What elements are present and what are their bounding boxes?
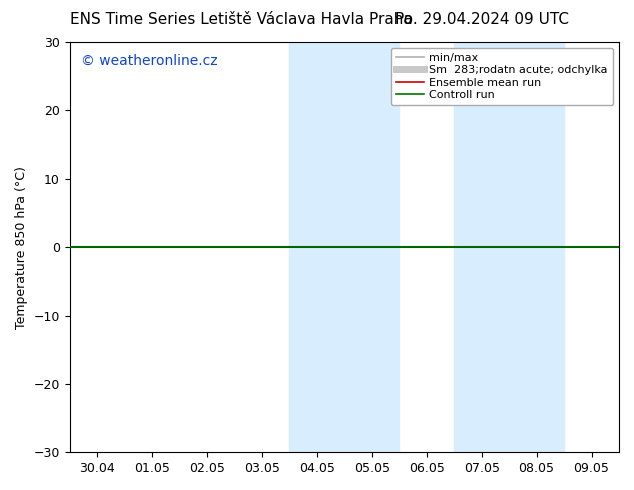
Text: ENS Time Series Letiště Václava Havla Praha: ENS Time Series Letiště Václava Havla Pr…: [70, 12, 412, 27]
Y-axis label: Temperature 850 hPa (°C): Temperature 850 hPa (°C): [15, 166, 28, 329]
Text: Po. 29.04.2024 09 UTC: Po. 29.04.2024 09 UTC: [395, 12, 569, 27]
Legend: min/max, Sm  283;rodatn acute; odchylka, Ensemble mean run, Controll run: min/max, Sm 283;rodatn acute; odchylka, …: [391, 48, 614, 105]
Bar: [289, 42, 399, 452]
Bar: [454, 42, 564, 452]
Text: © weatheronline.cz: © weatheronline.cz: [81, 54, 217, 69]
